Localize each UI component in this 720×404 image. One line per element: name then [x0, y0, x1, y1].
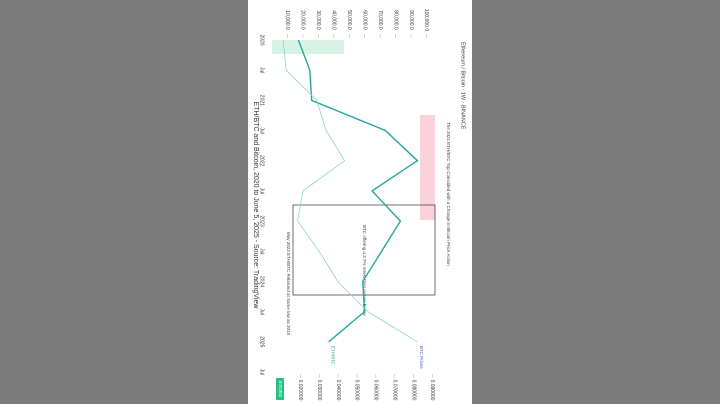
y-tick-label: 20,000.0 — [300, 10, 306, 30]
y2-tick-label: 0.040000 — [335, 380, 341, 401]
rotated-chart: Ethereum / Bitcoin · 1W · BINANCE ETH/BT… — [252, 9, 465, 401]
y2-tick-label: 0.030000 — [316, 380, 322, 401]
x-tick-label: Jul — [259, 67, 265, 73]
y-tick-label: 100,000.0 — [423, 9, 429, 31]
y2-tick-label: 0.070000 — [391, 380, 397, 401]
shaded-region — [272, 40, 344, 54]
annotation: BTC offering a 3.7% retest then moves be… — [362, 225, 367, 316]
x-tick-label: 2022 — [259, 155, 265, 166]
annotation: The 2021 ETH/BTC Top Coincided with a Ch… — [446, 122, 451, 266]
y2-tick-label: 0.020000 — [297, 380, 303, 401]
series-line — [297, 39, 419, 343]
x-tick-label: 2023 — [259, 216, 265, 227]
x-tick-label: 2020 — [259, 34, 265, 45]
series-line — [282, 39, 418, 343]
last-value-tag — [276, 378, 284, 400]
x-tick-label: Jul — [259, 369, 265, 375]
y-tick-label: 30,000.0 — [315, 10, 321, 30]
y-tick-label: 40,000.0 — [330, 10, 336, 30]
chart-panel — [248, 0, 472, 404]
legend-label: ETH/BTC — [330, 346, 335, 366]
last-value-label: 0.01892 — [278, 381, 283, 398]
chart-subtitle: Ethereum / Bitcoin · 1W · BINANCE — [460, 42, 466, 130]
x-tick-label: 2021 — [259, 95, 265, 106]
y-tick-label: 70,000.0 — [377, 10, 383, 30]
x-tick-label: Jul — [259, 188, 265, 194]
x-tick-label: Jul — [259, 248, 265, 254]
chart-title: ETH/BTC and Bitcoin, 2020 to June 5, 202… — [252, 102, 259, 310]
y-tick-label: 90,000.0 — [408, 10, 414, 30]
x-tick-label: Jul — [259, 127, 265, 133]
y-tick-label: 80,000.0 — [392, 10, 398, 30]
y-tick-label: 10,000.0 — [284, 10, 290, 30]
y2-tick-label: 0.080000 — [410, 380, 416, 401]
y-tick-label: 50,000.0 — [346, 10, 352, 30]
annotation: May 2023 ETH/BTC Rebound at Same low as … — [286, 232, 291, 336]
x-tick-label: 2024 — [259, 276, 265, 287]
y2-tick-label: 0.060000 — [373, 380, 379, 401]
y2-tick-label: 0.090000 — [429, 380, 435, 401]
legend-label: BTC Prices — [419, 346, 424, 370]
x-tick-label: Jul — [259, 308, 265, 314]
x-tick-label: 2025 — [259, 336, 265, 347]
y2-tick-label: 0.050000 — [354, 380, 360, 401]
highlight-region — [420, 115, 435, 220]
y-tick-label: 60,000.0 — [361, 10, 367, 30]
